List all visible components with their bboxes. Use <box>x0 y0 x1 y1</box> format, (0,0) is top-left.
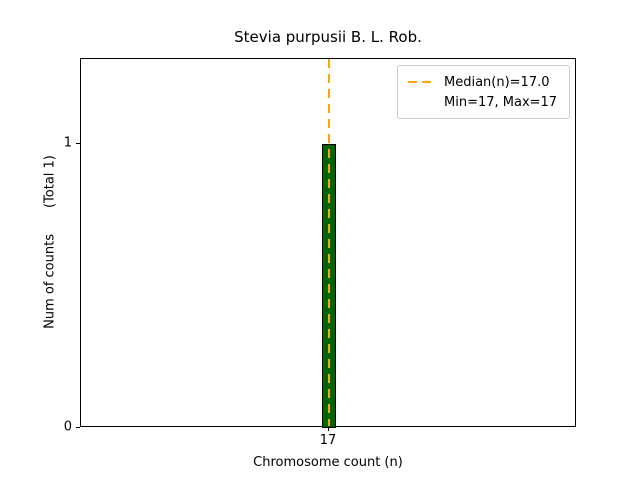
median-line-swatch <box>408 81 435 83</box>
chart-title: Stevia purpusii B. L. Rob. <box>234 28 422 46</box>
y-tick-mark-1 <box>76 142 80 144</box>
y-axis-label-text: Num of counts <box>42 234 58 329</box>
plot-area <box>80 58 576 428</box>
y-tick-mark-0 <box>76 426 80 428</box>
x-tick-mark-17 <box>327 427 329 431</box>
legend-label-median: Median(n)=17.0 <box>444 74 550 90</box>
legend-entry-median: Median(n)=17.0 <box>408 72 559 92</box>
y-axis-label: Num of counts (Total 1) <box>43 155 58 329</box>
median-line <box>328 59 330 426</box>
x-tick-label-17: 17 <box>319 433 337 448</box>
legend-entry-minmax: Min=17, Max=17 <box>408 92 559 112</box>
x-axis-label: Chromosome count (n) <box>253 455 403 470</box>
legend-swatch-spacer <box>408 101 435 103</box>
y-axis-total-text: (Total 1) <box>42 155 58 209</box>
y-tick-label-1: 1 <box>63 135 72 151</box>
legend: Median(n)=17.0 Min=17, Max=17 <box>397 65 570 119</box>
legend-label-minmax: Min=17, Max=17 <box>444 94 558 110</box>
y-tick-label-0: 0 <box>63 419 72 435</box>
